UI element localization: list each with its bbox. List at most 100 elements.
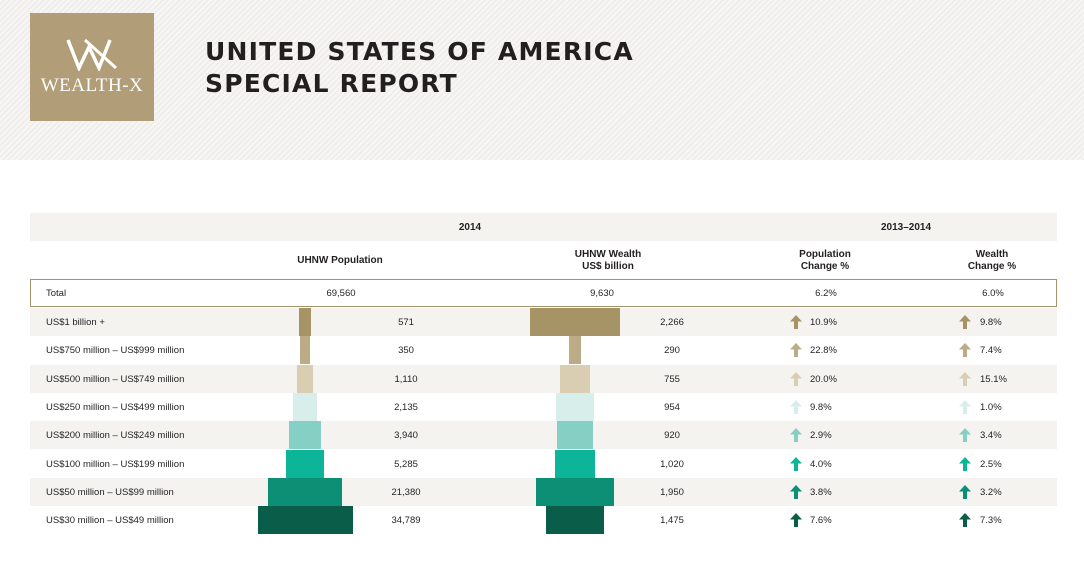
table-row: US$100 million – US$199 million 5,285 1,02… — [30, 449, 1057, 478]
row-population: 5,285 — [394, 458, 418, 470]
row-wealth: 954 — [664, 401, 680, 413]
col-header-pop-change-line1: Population — [799, 249, 851, 260]
title-line-1: UNITED STATES OF AMERICA — [205, 37, 634, 66]
wealth-bar — [560, 364, 590, 393]
table-row: US$500 million – US$749 million 1,110 755 2… — [30, 364, 1057, 393]
total-wealth: 9,630 — [590, 288, 614, 299]
row-label: US$50 million – US$99 million — [46, 486, 174, 498]
wealth-bar — [536, 477, 614, 506]
row-wealth: 755 — [664, 373, 680, 385]
pop-change-up-arrow-icon — [790, 343, 802, 358]
row-population: 571 — [398, 317, 414, 328]
row-population: 350 — [398, 345, 414, 357]
total-population: 69,560 — [326, 288, 356, 299]
row-pop-change: 4.0% — [810, 458, 832, 470]
row-pop-change: 9.8% — [810, 401, 832, 413]
wealth-change-up-arrow-icon — [959, 456, 971, 471]
table-row: US$50 million – US$99 million 21,380 1,950… — [30, 477, 1057, 506]
col-header-wealth-change: Wealth Change % — [942, 249, 1042, 273]
row-wealth-change: 9.8% — [980, 317, 1002, 328]
row-label: US$30 million – US$49 million — [46, 515, 174, 527]
col-header-wealth-line2: US$ billion — [582, 261, 634, 272]
wealth-bar — [530, 308, 620, 336]
row-pop-change: 2.9% — [810, 430, 832, 442]
row-wealth: 290 — [664, 345, 680, 357]
row-population: 1,110 — [394, 373, 418, 385]
pop-change-up-arrow-icon — [790, 428, 802, 443]
pop-change-up-arrow-icon — [790, 484, 802, 499]
row-wealth-change: 15.1% — [980, 373, 1007, 385]
pop-change-up-arrow-icon — [790, 399, 802, 414]
table-row: US$250 million – US$499 million 2,135 954 9… — [30, 392, 1057, 421]
page-title: UNITED STATES OF AMERICA SPECIAL REPORT — [205, 36, 634, 100]
row-label: US$500 million – US$749 million — [46, 373, 185, 385]
wealth-x-monogram-icon — [66, 38, 118, 71]
row-pop-change: 7.6% — [810, 515, 832, 527]
row-wealth-change: 7.4% — [980, 345, 1002, 357]
row-pop-change: 22.8% — [810, 345, 837, 357]
total-label: Total — [46, 288, 67, 299]
row-label: US$100 million – US$199 million — [46, 458, 185, 470]
col-header-population: UHNW Population — [297, 255, 383, 266]
population-bar — [298, 308, 312, 336]
row-wealth: 1,020 — [660, 458, 684, 470]
row-population: 34,789 — [391, 515, 421, 527]
table-group-header: 2014 2013–2014 — [30, 213, 1057, 241]
population-bar — [257, 506, 353, 535]
wealth-change-up-arrow-icon — [959, 371, 971, 386]
wealth-bar — [556, 421, 594, 450]
row-pop-change: 10.9% — [810, 317, 837, 328]
row-wealth-change: 7.3% — [980, 515, 1002, 527]
total-wealth-change: 6.0% — [982, 288, 1004, 299]
wealth-change-up-arrow-icon — [959, 484, 971, 499]
row-wealth-change: 1.0% — [980, 401, 1002, 413]
table-row: US$30 million – US$49 million 34,789 1,475… — [30, 506, 1057, 535]
population-bar — [286, 449, 324, 478]
population-bar — [289, 421, 321, 450]
wealth-bar — [554, 449, 596, 478]
col-header-pop-change-line2: Change % — [800, 261, 850, 272]
row-wealth: 2,266 — [660, 317, 684, 328]
table-row: US$1 billion + 571 2,266 10.9% 9.8% — [30, 308, 1057, 336]
pop-change-up-arrow-icon — [790, 315, 802, 329]
row-pop-change: 20.0% — [810, 373, 837, 385]
table-row: US$750 million – US$999 million 350 290 22.… — [30, 336, 1057, 365]
row-population: 21,380 — [391, 486, 421, 498]
wealth-change-up-arrow-icon — [959, 428, 971, 443]
wealth-change-up-arrow-icon — [959, 513, 971, 528]
row-label: US$250 million – US$499 million — [46, 401, 185, 413]
population-bar — [300, 336, 310, 365]
col-header-wealth-change-line1: Wealth — [975, 249, 1009, 260]
row-wealth: 1,475 — [660, 515, 684, 527]
row-wealth-change: 3.4% — [980, 430, 1002, 442]
pop-change-up-arrow-icon — [790, 371, 802, 386]
row-wealth-change: 3.2% — [980, 486, 1002, 498]
total-pop-change: 6.2% — [815, 288, 837, 299]
col-header-wealth: UHNW Wealth US$ billion — [548, 249, 668, 273]
group-2014-label: 2014 — [458, 222, 482, 233]
group-change-label: 2013–2014 — [880, 222, 932, 233]
population-bar — [267, 477, 343, 506]
pop-change-up-arrow-icon — [790, 513, 802, 528]
row-wealth: 920 — [664, 430, 680, 442]
col-header-wealth-change-line2: Change % — [967, 261, 1017, 272]
row-label: US$200 million – US$249 million — [46, 430, 185, 442]
population-bar — [296, 364, 314, 393]
row-pop-change: 3.8% — [810, 486, 832, 498]
wealth-change-up-arrow-icon — [959, 343, 971, 358]
wealth-bar — [545, 506, 605, 535]
wealth-change-up-arrow-icon — [959, 315, 971, 329]
wealth-change-up-arrow-icon — [959, 399, 971, 414]
pop-change-up-arrow-icon — [790, 456, 802, 471]
wealth-bar — [569, 336, 581, 365]
row-population: 3,940 — [394, 430, 418, 442]
row-wealth: 1,950 — [660, 486, 684, 498]
col-header-pop-change: Population Change % — [775, 249, 875, 273]
wealth-x-logo: WEALTH-X — [30, 13, 154, 121]
row-wealth-change: 2.5% — [980, 458, 1002, 470]
population-bar — [293, 392, 317, 421]
title-line-2: SPECIAL REPORT — [205, 69, 458, 98]
col-header-wealth-line1: UHNW Wealth — [574, 249, 642, 260]
total-row: Total 69,560 9,630 6.2% 6.0% — [30, 279, 1057, 307]
report-header-band — [0, 0, 1084, 160]
